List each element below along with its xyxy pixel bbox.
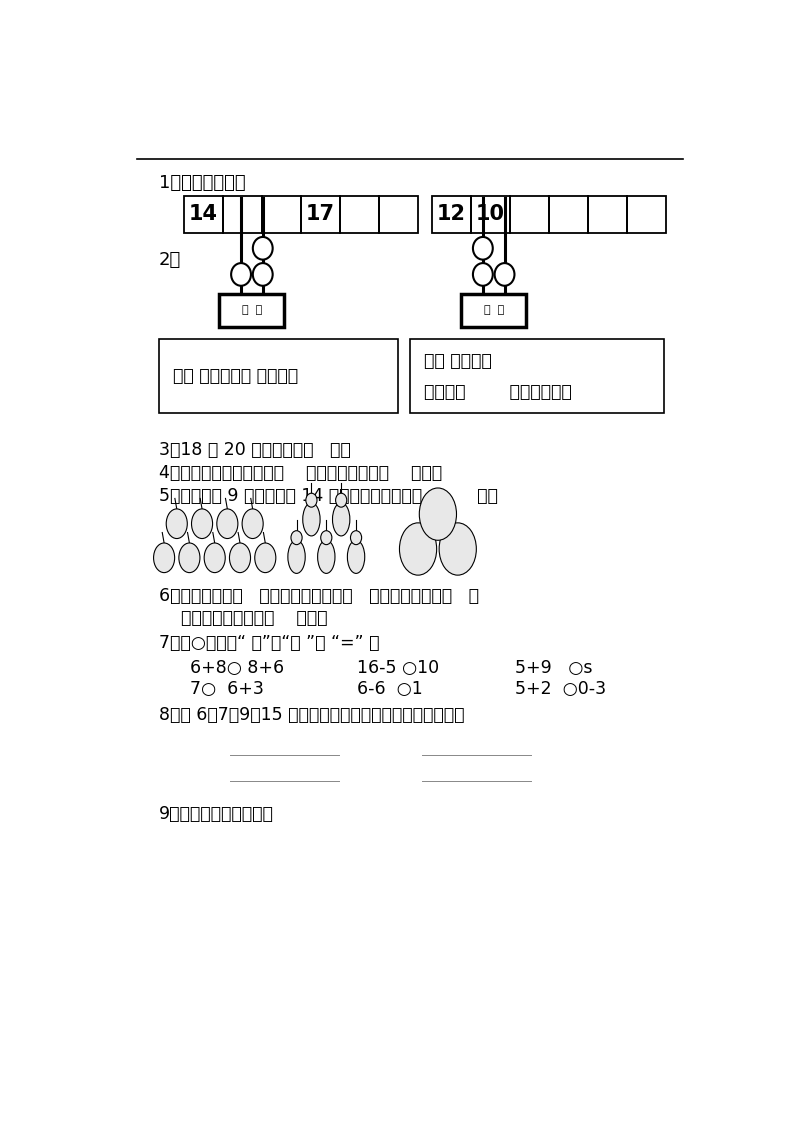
Text: 7○  6+3: 7○ 6+3 [190,680,264,698]
Text: 1、按规律填数。: 1、按规律填数。 [159,174,246,192]
Ellipse shape [336,494,346,507]
Circle shape [154,543,174,573]
Bar [410,338,664,413]
Ellipse shape [288,540,306,574]
Text: 十  位: 十 位 [242,306,262,315]
Text: 4、从右边起，第一位是（    ）位，第二位是（    ）位。: 4、从右边起，第一位是（ ）位，第二位是（ ）位。 [159,464,442,482]
Circle shape [419,488,457,540]
Bar [222,196,262,232]
Text: 有（ ）个十。: 有（ ）个十。 [424,352,491,370]
Text: 6-6  ○1: 6-6 ○1 [358,680,423,698]
Bar [301,196,340,232]
Text: 个，三种水果一共（    ）个。: 个，三种水果一共（ ）个。 [181,609,327,627]
Ellipse shape [231,263,251,285]
Text: 17: 17 [306,204,335,224]
Ellipse shape [473,237,493,259]
Bar [588,196,627,232]
Ellipse shape [494,263,514,285]
Text: 6+8○ 8+6: 6+8○ 8+6 [190,659,284,677]
Bar [627,196,666,232]
Bar [549,196,588,232]
Bar [262,196,301,232]
Circle shape [179,543,200,573]
Circle shape [230,543,250,573]
Text: 3、18 和 20 中间的数是（   ）。: 3、18 和 20 中间的数是（ ）。 [159,440,350,458]
Text: 16-5 ○10: 16-5 ○10 [358,659,439,677]
Circle shape [439,523,476,575]
Bar [340,196,379,232]
Text: 6、苹果比梨多（   ）个，桃比苹果少（   ）个，梨比桃多（   ）: 6、苹果比梨多（ ）个，桃比苹果少（ ）个，梨比桃多（ ） [159,588,479,606]
Ellipse shape [321,531,332,544]
Text: 14: 14 [189,204,218,224]
Bar [510,196,549,232]
Bar [461,293,526,327]
Ellipse shape [253,237,273,259]
Ellipse shape [333,503,350,535]
Text: 7、在○里填上“ ＞”、“＜ ”或 “=” 。: 7、在○里填上“ ＞”、“＜ ”或 “=” 。 [159,634,379,652]
Bar [184,196,222,232]
Circle shape [166,509,187,539]
Bar [432,196,470,232]
Ellipse shape [302,503,320,535]
Ellipse shape [318,540,335,574]
Text: 9、写出钟面上的时间。: 9、写出钟面上的时间。 [159,805,274,823]
Circle shape [399,523,437,575]
Bar [219,293,285,327]
Bar [470,196,510,232]
Circle shape [191,509,213,539]
Text: 10: 10 [476,204,505,224]
Text: 5+9   ○s: 5+9 ○s [515,659,593,677]
Bar [379,196,418,232]
Text: 8、从 6、7、9、15 四个数中选出三个数，列出四道算式。: 8、从 6、7、9、15 四个数中选出三个数，列出四道算式。 [159,706,464,724]
Text: 2、: 2、 [159,250,181,268]
Text: 十  位: 十 位 [483,306,504,315]
Text: 写作：（        ），读作：（: 写作：（ ），读作：（ [424,384,571,401]
Ellipse shape [473,263,493,285]
Ellipse shape [347,540,365,574]
Circle shape [204,543,226,573]
Ellipse shape [306,494,317,507]
Circle shape [254,543,276,573]
Text: 有（ ）个十和（ ）个一。: 有（ ）个十和（ ）个一。 [173,367,298,385]
Circle shape [242,509,263,539]
Circle shape [217,509,238,539]
Ellipse shape [253,263,273,285]
Ellipse shape [350,531,362,544]
Bar [159,338,398,413]
Text: 5、一个数比 9 大，但又比 14 小，这个数可能是（          ）。: 5、一个数比 9 大，但又比 14 小，这个数可能是（ ）。 [159,487,498,505]
Text: 12: 12 [437,204,466,224]
Text: 5+2  ○0-3: 5+2 ○0-3 [515,680,606,698]
Ellipse shape [291,531,302,544]
